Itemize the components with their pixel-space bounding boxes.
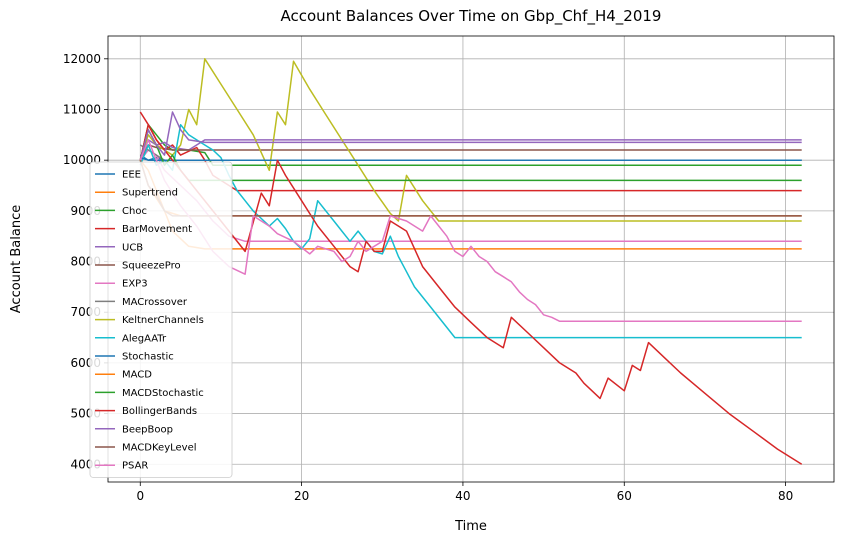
legend-label: EEE <box>122 170 141 181</box>
legend-label: EXP3 <box>122 279 148 290</box>
y-axis-label: Account Balance <box>9 205 24 313</box>
legend-label: UCB <box>122 242 143 253</box>
legend-label: BarMovement <box>122 224 192 235</box>
chart-title: Account Balances Over Time on Gbp_Chf_H4… <box>281 7 662 26</box>
legend-label: Supertrend <box>122 188 178 199</box>
axis-ticks: 0 20 40 60 804000500060007000800090001000011… <box>63 52 793 503</box>
x-tick-label: 20 <box>294 489 309 503</box>
legend-label: AlegAATr <box>122 333 167 344</box>
legend-label: MACrossover <box>122 297 188 308</box>
legend-box <box>89 161 233 478</box>
y-tick-label: 11000 <box>63 102 101 116</box>
legend-label: BeepBoop <box>122 424 173 435</box>
x-tick-label: 80 <box>778 489 793 503</box>
legend-label: BollingerBands <box>122 406 197 417</box>
x-axis-label: Time <box>454 519 487 534</box>
legend-label: Choc <box>122 206 147 217</box>
x-tick-label: 0 <box>136 489 144 503</box>
x-tick-label: 60 <box>617 489 632 503</box>
y-tick-label: 12000 <box>63 52 101 66</box>
legend-label: MACDStochastic <box>122 388 204 399</box>
legend-label: MACD <box>122 370 152 381</box>
legend: EEE Supertrend Choc BarMovement UCB SqueezePr… <box>89 161 233 478</box>
series-line-bollingerbands <box>139 123 803 465</box>
series-line-stochastic <box>140 156 802 161</box>
legend-label: Stochastic <box>122 352 174 363</box>
legend-label: PSAR <box>122 461 148 472</box>
legend-label: SqueezePro <box>122 261 181 272</box>
x-tick-label: 40 <box>455 489 470 503</box>
legend-label: KeltnerChannels <box>122 315 204 326</box>
legend-label: MACDKeyLevel <box>122 443 197 454</box>
series-lines <box>139 58 803 465</box>
series-line-beepboop <box>139 111 802 161</box>
